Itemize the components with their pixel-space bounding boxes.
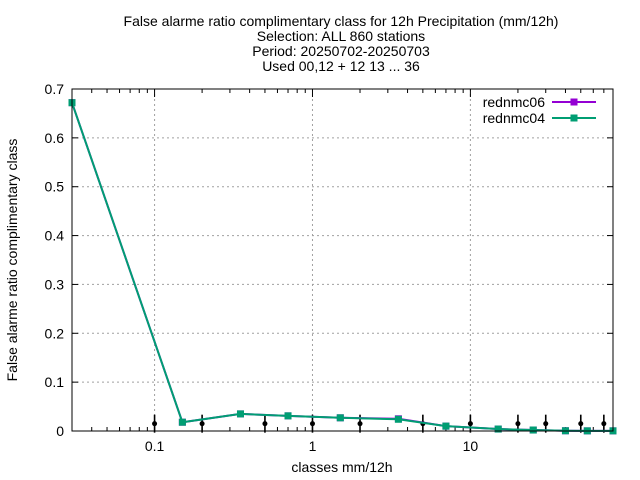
data-point-rednmc04 [284, 412, 292, 420]
x-tick-label: 1 [309, 438, 317, 454]
x-tick-label: 0.1 [145, 438, 165, 454]
legend-label: rednmc06 [483, 94, 545, 110]
y-tick-label: 0.7 [45, 81, 65, 97]
axis-ticks: 0 0.1 0.2 0.3 0.4 0.5 0.6 0.7 0.1 1 10 [45, 81, 613, 454]
title-line-3: Period: 20250702-20250703 [252, 43, 430, 59]
error-bar-center [601, 421, 607, 427]
legend-swatch-marker [570, 114, 578, 122]
error-bar-center [199, 421, 205, 427]
data-point-rednmc04 [336, 414, 344, 422]
series-line-rednmc06 [71, 102, 613, 432]
plot-frame [71, 88, 614, 432]
data-point-rednmc04 [178, 418, 186, 426]
error-bar-center [543, 421, 549, 427]
error-bar-center [262, 421, 268, 427]
y-tick-label: 0.1 [45, 374, 65, 390]
y-axis-label: False alarme ratio complimentary class [4, 139, 20, 382]
y-tick-label: 0.2 [45, 325, 65, 341]
title-line-2: Selection: ALL 860 stations [257, 28, 425, 44]
x-tick-label: 10 [463, 438, 479, 454]
legend-swatch-marker [570, 98, 578, 106]
error-bars [152, 414, 607, 433]
title-line-1: False alarme ratio complimentary class f… [124, 13, 559, 29]
legend-label: rednmc04 [483, 110, 545, 126]
title-line-4: Used 00,12 + 12 13 ... 36 [262, 58, 420, 74]
error-bar-center [152, 421, 158, 427]
y-tick-label: 0.4 [45, 228, 65, 244]
x-axis-label: classes mm/12h [291, 459, 392, 475]
y-tick-label: 0.3 [45, 276, 65, 292]
y-tick-label: 0 [56, 423, 64, 439]
error-bar-center [578, 421, 584, 427]
y-tick-label: 0.5 [45, 179, 65, 195]
error-bar-center [309, 421, 315, 427]
data-point-rednmc04 [442, 422, 450, 430]
error-bar-center [515, 421, 521, 427]
data-point-rednmc04 [236, 410, 244, 418]
data-point-rednmc04 [529, 426, 537, 434]
series-line-rednmc04 [71, 102, 613, 432]
data-point-rednmc04 [494, 425, 502, 433]
error-bar-center [357, 421, 363, 427]
error-bar-center [467, 421, 473, 427]
grid [72, 89, 613, 431]
series-lines [68, 99, 617, 435]
y-tick-label: 0.6 [45, 130, 65, 146]
data-point-rednmc04 [394, 415, 402, 423]
chart-title: False alarme ratio complimentary class f… [124, 13, 559, 74]
